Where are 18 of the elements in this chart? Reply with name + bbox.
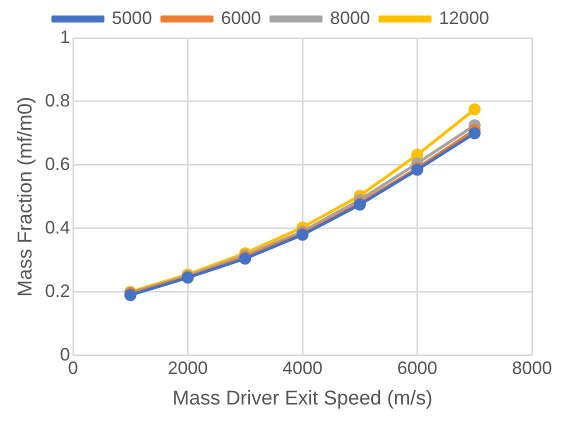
x-tick-label: 6000 <box>397 358 438 378</box>
legend-label: 12000 <box>439 8 490 28</box>
y-axis-title: Mass Fraction (mf/m0) <box>14 96 37 297</box>
legend-label: 8000 <box>330 8 370 28</box>
x-tick-label: 8000 <box>512 358 552 378</box>
x-axis-title: Mass Driver Exit Speed (m/s) <box>172 388 433 410</box>
y-tick-label: 0 <box>60 344 70 364</box>
y-tick-label: 0.6 <box>44 154 70 174</box>
y-tick-label: 1 <box>60 26 70 47</box>
legend-label: 6000 <box>220 8 261 28</box>
point <box>468 127 481 140</box>
x-tick-label: 4000 <box>282 358 323 378</box>
y-tick-label: 0.4 <box>44 217 70 238</box>
point <box>468 103 481 116</box>
legend-label: 5000 <box>112 8 152 28</box>
y-tick-label: 0.2 <box>44 280 70 301</box>
x-tick-label: 2000 <box>168 358 208 378</box>
y-tick-label: 0.8 <box>44 90 70 110</box>
